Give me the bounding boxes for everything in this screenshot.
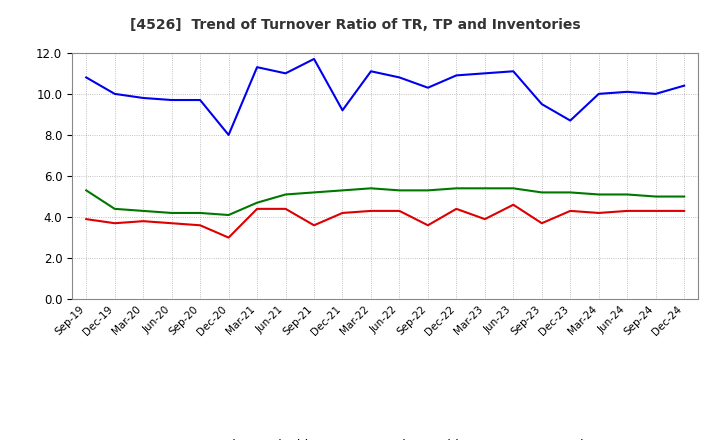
Trade Receivables: [253, 206, 261, 212]
Trade Receivables: [537, 220, 546, 226]
Trade Payables: [338, 108, 347, 113]
Trade Payables: [566, 118, 575, 123]
Trade Receivables: [623, 208, 631, 213]
Trade Payables: [225, 132, 233, 138]
Trade Payables: [253, 65, 261, 70]
Inventories: [395, 188, 404, 193]
Trade Payables: [680, 83, 688, 88]
Inventories: [423, 188, 432, 193]
Line: Trade Receivables: Trade Receivables: [86, 205, 684, 238]
Trade Receivables: [139, 219, 148, 224]
Trade Receivables: [452, 206, 461, 212]
Trade Receivables: [680, 208, 688, 213]
Line: Inventories: Inventories: [86, 188, 684, 215]
Trade Receivables: [652, 208, 660, 213]
Text: [4526]  Trend of Turnover Ratio of TR, TP and Inventories: [4526] Trend of Turnover Ratio of TR, TP…: [130, 18, 580, 32]
Trade Payables: [82, 75, 91, 80]
Inventories: [310, 190, 318, 195]
Inventories: [110, 206, 119, 212]
Trade Payables: [196, 97, 204, 103]
Inventories: [509, 186, 518, 191]
Inventories: [537, 190, 546, 195]
Inventories: [225, 213, 233, 218]
Inventories: [480, 186, 489, 191]
Trade Payables: [366, 69, 375, 74]
Trade Payables: [623, 89, 631, 95]
Trade Payables: [537, 102, 546, 107]
Trade Payables: [139, 95, 148, 101]
Inventories: [282, 192, 290, 197]
Inventories: [623, 192, 631, 197]
Inventories: [167, 210, 176, 216]
Trade Receivables: [82, 216, 91, 222]
Trade Receivables: [566, 208, 575, 213]
Trade Receivables: [110, 220, 119, 226]
Trade Receivables: [366, 208, 375, 213]
Trade Payables: [167, 97, 176, 103]
Trade Receivables: [225, 235, 233, 240]
Trade Payables: [395, 75, 404, 80]
Trade Receivables: [282, 206, 290, 212]
Trade Payables: [652, 91, 660, 96]
Inventories: [196, 210, 204, 216]
Legend: Trade Receivables, Trade Payables, Inventories: Trade Receivables, Trade Payables, Inven…: [166, 433, 604, 440]
Inventories: [82, 188, 91, 193]
Inventories: [566, 190, 575, 195]
Trade Payables: [452, 73, 461, 78]
Trade Payables: [480, 71, 489, 76]
Inventories: [139, 208, 148, 213]
Trade Receivables: [423, 223, 432, 228]
Trade Payables: [423, 85, 432, 90]
Trade Receivables: [196, 223, 204, 228]
Trade Receivables: [310, 223, 318, 228]
Inventories: [338, 188, 347, 193]
Inventories: [366, 186, 375, 191]
Trade Payables: [310, 56, 318, 62]
Line: Trade Payables: Trade Payables: [86, 59, 684, 135]
Trade Receivables: [395, 208, 404, 213]
Inventories: [595, 192, 603, 197]
Trade Payables: [110, 91, 119, 96]
Trade Receivables: [167, 220, 176, 226]
Trade Receivables: [338, 210, 347, 216]
Trade Payables: [595, 91, 603, 96]
Trade Receivables: [509, 202, 518, 207]
Inventories: [680, 194, 688, 199]
Trade Payables: [282, 71, 290, 76]
Inventories: [253, 200, 261, 205]
Trade Receivables: [595, 210, 603, 216]
Inventories: [452, 186, 461, 191]
Trade Payables: [509, 69, 518, 74]
Inventories: [652, 194, 660, 199]
Trade Receivables: [480, 216, 489, 222]
